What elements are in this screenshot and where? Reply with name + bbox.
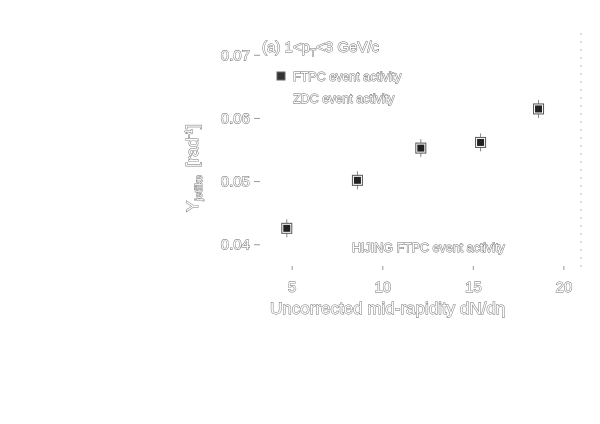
data-point — [417, 144, 425, 152]
y-axis-ticks: 0.04 0.05 0.06 0.07 — [220, 47, 260, 254]
y-axis-label: Yjetlike[rad-1] — [183, 124, 205, 212]
x-axis-label: Uncorrected mid-rapidity dN/dη — [270, 299, 505, 318]
y-tick-label: 0.05 — [221, 174, 250, 191]
x-axis-ticks: 5 10 15 20 — [288, 266, 573, 296]
x-tick-label: 20 — [556, 279, 573, 296]
data-point — [535, 105, 543, 113]
data-point — [477, 138, 485, 146]
x-tick-label: 5 — [288, 279, 296, 296]
plot-frame — [580, 33, 582, 267]
data-points — [281, 99, 545, 238]
legend-entry-ftpc: FTPC event activity — [293, 70, 402, 84]
hijing-annotation: HIJING FTPC event activity — [352, 241, 506, 255]
data-point — [353, 176, 361, 184]
panel-label: (a) 1<pT<3 GeV/c — [262, 39, 380, 59]
y-tick-label: 0.04 — [221, 237, 250, 254]
y-tick-label: 0.07 — [221, 47, 250, 64]
x-tick-label: 10 — [374, 279, 391, 296]
legend-entry-zdc: ZDC event activity — [293, 92, 395, 106]
y-tick-label: 0.06 — [221, 110, 250, 127]
legend: FTPC event activity ZDC event activity — [276, 70, 403, 106]
data-point — [283, 224, 291, 232]
legend-marker-ftpc — [276, 71, 286, 81]
x-tick-label: 15 — [465, 279, 482, 296]
